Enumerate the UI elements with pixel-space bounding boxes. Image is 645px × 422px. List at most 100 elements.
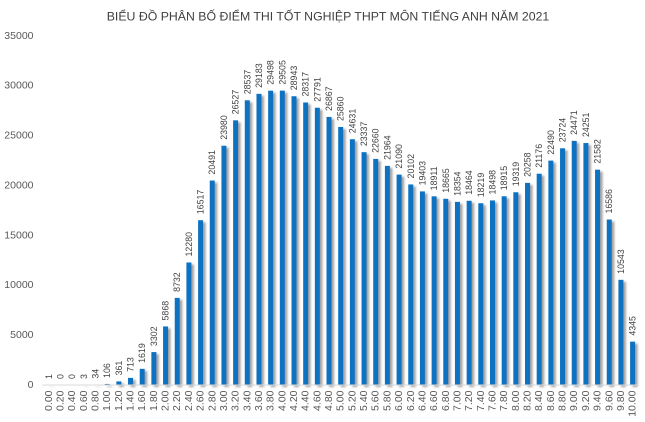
svg-text:0.20: 0.20 [54,390,66,411]
svg-text:5.80: 5.80 [381,390,393,411]
svg-text:1.80: 1.80 [148,390,160,411]
svg-text:BIỂU ĐỒ PHÂN BỐ ĐIỂM THI TỐT N: BIỂU ĐỒ PHÂN BỐ ĐIỂM THI TỐT NGHIỆP THPT… [107,9,550,24]
svg-text:2.80: 2.80 [206,390,218,411]
svg-text:20258: 20258 [523,152,533,177]
svg-text:6.00: 6.00 [393,390,405,411]
svg-text:6.60: 6.60 [428,390,440,411]
svg-text:6.40: 6.40 [416,390,428,411]
svg-text:3.00: 3.00 [218,390,230,411]
svg-text:29505: 29505 [277,60,287,85]
svg-text:16517: 16517 [196,190,206,215]
svg-text:1.60: 1.60 [136,390,148,411]
svg-text:3: 3 [79,374,89,379]
svg-text:7.60: 7.60 [486,390,498,411]
svg-text:5.00: 5.00 [335,390,347,411]
svg-text:2.20: 2.20 [171,390,183,411]
svg-text:23724: 23724 [558,118,568,143]
svg-text:361: 361 [114,361,124,376]
svg-text:4.80: 4.80 [323,390,335,411]
svg-text:12280: 12280 [184,232,194,257]
svg-text:18665: 18665 [441,168,451,193]
svg-text:18915: 18915 [499,166,509,191]
svg-text:29183: 29183 [254,63,264,88]
svg-text:7.00: 7.00 [451,390,463,411]
svg-text:10.00: 10.00 [627,390,639,416]
svg-text:0.40: 0.40 [66,390,78,411]
svg-text:3302: 3302 [149,326,159,346]
svg-text:18219: 18219 [476,173,486,198]
svg-text:7.40: 7.40 [475,390,487,411]
svg-text:713: 713 [126,357,136,372]
svg-text:22490: 22490 [546,130,556,155]
svg-text:1.20: 1.20 [113,390,125,411]
svg-text:27791: 27791 [312,77,322,102]
svg-text:9.20: 9.20 [580,390,592,411]
svg-text:10543: 10543 [616,249,626,274]
svg-text:19403: 19403 [417,161,427,186]
svg-text:106: 106 [102,363,112,378]
svg-text:23980: 23980 [219,115,229,140]
svg-text:18498: 18498 [487,170,497,195]
svg-text:1.40: 1.40 [125,390,137,411]
svg-text:20491: 20491 [207,150,217,175]
svg-text:28943: 28943 [289,66,299,91]
svg-text:20000: 20000 [4,180,33,192]
svg-text:8732: 8732 [172,272,182,292]
svg-text:16586: 16586 [604,189,614,214]
svg-text:24251: 24251 [581,112,591,137]
svg-text:21582: 21582 [593,139,603,164]
svg-text:3.60: 3.60 [253,390,265,411]
svg-text:20102: 20102 [406,154,416,179]
svg-text:0: 0 [28,379,34,391]
svg-text:5.20: 5.20 [346,390,358,411]
svg-text:9.80: 9.80 [615,390,627,411]
svg-text:35000: 35000 [4,30,33,42]
svg-text:10000: 10000 [4,279,33,291]
svg-text:9.40: 9.40 [592,390,604,411]
svg-text:0.80: 0.80 [90,390,102,411]
svg-text:24631: 24631 [347,109,357,134]
svg-text:5.40: 5.40 [358,390,370,411]
svg-text:4.00: 4.00 [276,390,288,411]
svg-text:8.20: 8.20 [522,390,534,411]
svg-text:21176: 21176 [534,144,544,168]
svg-text:24471: 24471 [569,110,579,135]
svg-text:25000: 25000 [4,130,33,142]
svg-text:8.40: 8.40 [533,390,545,411]
svg-text:18464: 18464 [464,170,474,195]
svg-text:34: 34 [91,369,101,379]
svg-text:5868: 5868 [161,301,171,321]
svg-text:8.80: 8.80 [557,390,569,411]
svg-text:29498: 29498 [266,60,276,85]
svg-text:6.20: 6.20 [405,390,417,411]
svg-text:0: 0 [67,374,77,379]
svg-text:28317: 28317 [301,72,311,97]
svg-text:7.20: 7.20 [463,390,475,411]
svg-text:8.60: 8.60 [545,390,557,411]
svg-text:21964: 21964 [382,135,392,160]
svg-text:4.60: 4.60 [311,390,323,411]
svg-text:2.40: 2.40 [183,390,195,411]
svg-text:26527: 26527 [231,90,241,115]
svg-text:5.60: 5.60 [370,390,382,411]
svg-text:21090: 21090 [394,144,404,169]
svg-text:26867: 26867 [324,86,334,111]
svg-text:6.80: 6.80 [440,390,452,411]
svg-text:19319: 19319 [511,162,521,187]
svg-text:1: 1 [44,374,54,379]
svg-text:3.20: 3.20 [230,390,242,411]
svg-text:1619: 1619 [137,343,147,363]
svg-text:9.00: 9.00 [568,390,580,411]
svg-text:22660: 22660 [371,128,381,153]
svg-text:1.00: 1.00 [101,390,113,411]
svg-text:4.20: 4.20 [288,390,300,411]
svg-text:5000: 5000 [10,329,34,341]
svg-text:18354: 18354 [452,171,462,196]
svg-text:30000: 30000 [4,80,33,92]
svg-text:28537: 28537 [242,70,252,95]
svg-text:23337: 23337 [359,122,369,147]
svg-text:8.00: 8.00 [510,390,522,411]
svg-text:4.40: 4.40 [300,390,312,411]
svg-text:0.00: 0.00 [43,390,55,411]
svg-text:2.60: 2.60 [195,390,207,411]
